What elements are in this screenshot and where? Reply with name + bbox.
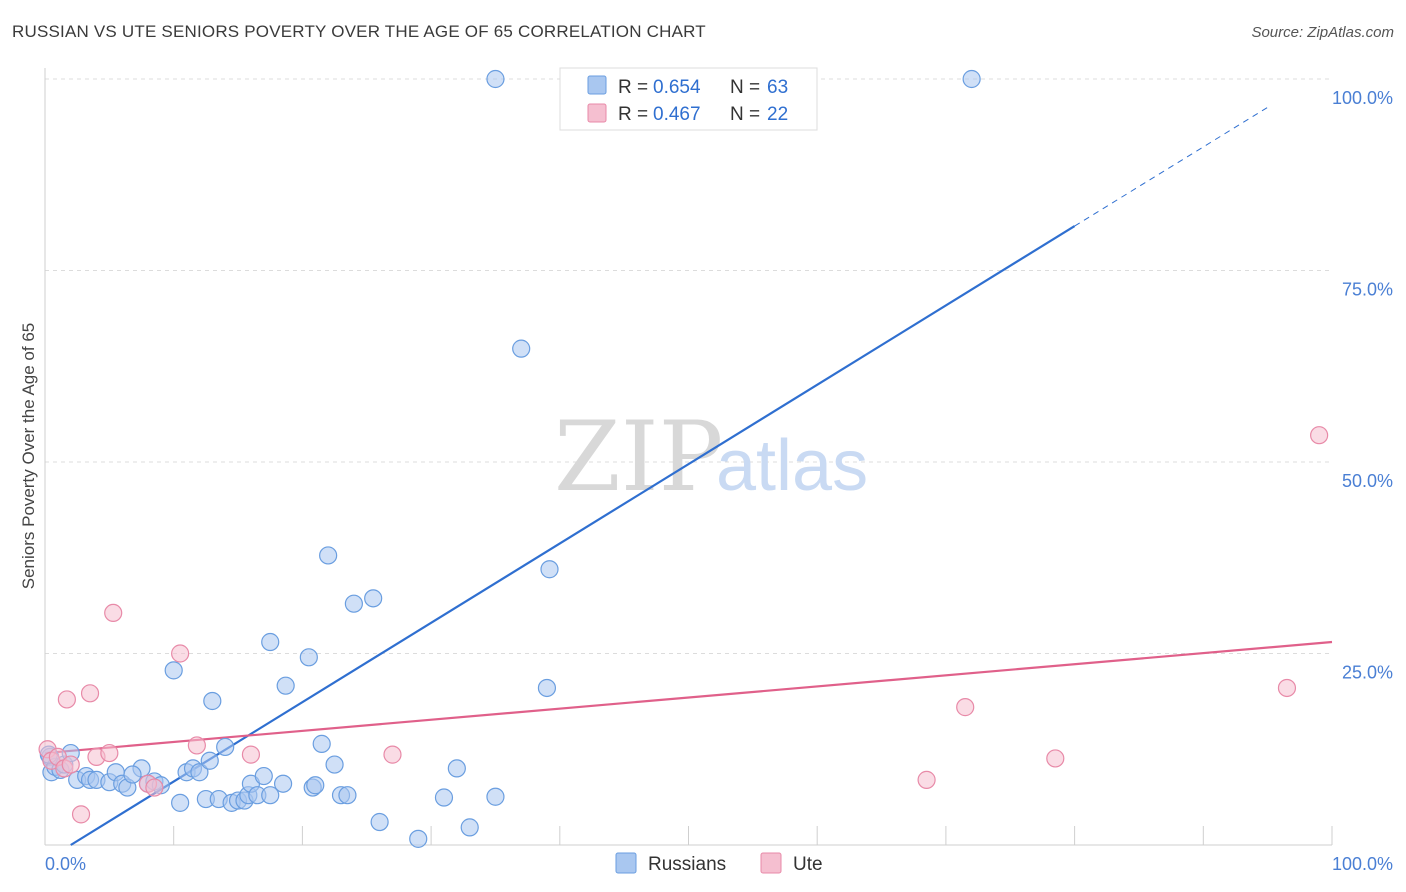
data-point-ute (917, 770, 936, 789)
data-point-ute (956, 698, 975, 717)
data-point-russians (434, 788, 454, 807)
legend-n-value: 63 (767, 77, 788, 98)
legend-r-label: R = (618, 104, 648, 125)
data-point-ute (57, 690, 76, 709)
data-point-russians (171, 793, 190, 812)
legend-bottom: Russians Ute (615, 852, 823, 875)
data-point-russians (123, 765, 142, 784)
data-point-ute (1310, 426, 1329, 445)
watermark-atlas: atlas (716, 426, 868, 506)
data-point-russians (962, 69, 981, 89)
y-tick-label: 50.0% (1342, 471, 1393, 491)
data-point-russians (486, 69, 505, 89)
data-point-russians (273, 774, 293, 793)
trend-lines (44, 106, 1333, 846)
legend-n-value: 22 (767, 104, 788, 125)
axes (44, 68, 1333, 846)
data-point-russians (364, 589, 383, 608)
legend-swatch-russians (587, 75, 607, 95)
data-point-ute (145, 778, 164, 797)
data-point-russians (190, 763, 209, 782)
data-point-ute (187, 736, 206, 755)
y-tick-label: 25.0% (1342, 663, 1393, 683)
y-axis-title: Seniors Poverty Over the Age of 65 (19, 323, 38, 589)
data-point-russians (319, 546, 338, 565)
data-point-russians (512, 339, 531, 358)
data-point-russians (486, 787, 505, 806)
y-tick-labels: 25.0% 50.0% 75.0% 100.0% (1332, 88, 1393, 683)
data-point-russians (325, 755, 344, 774)
source-attribution: Source: ZipAtlas.com (1251, 24, 1394, 41)
data-point-russians (447, 759, 466, 778)
data-point-ute (100, 743, 119, 763)
y-tick-label: 75.0% (1342, 280, 1393, 300)
data-point-russians (261, 632, 280, 652)
grid (45, 78, 1332, 654)
data-point-russians (540, 560, 559, 579)
data-point-ute (383, 745, 402, 764)
data-point-russians (200, 751, 219, 770)
data-point-russians (261, 786, 280, 805)
legend-swatch-russians (615, 852, 637, 874)
watermark: ZIP atlas (554, 401, 868, 513)
legend-label-ute: Ute (793, 854, 823, 875)
legend-n-label: N = (730, 77, 760, 98)
x-tick-label: 0.0% (45, 854, 86, 874)
data-point-russians (203, 691, 222, 711)
data-point-russians (338, 786, 357, 805)
legend-r-label: R = (618, 77, 648, 98)
data-point-ute (1277, 678, 1297, 698)
data-point-ute (61, 755, 80, 774)
data-point-ute (171, 644, 190, 663)
trend-line-russians (70, 225, 1076, 846)
y-tick-label: 100.0% (1332, 88, 1393, 108)
data-point-russians (299, 648, 318, 667)
legend-r-value: 0.654 (653, 77, 701, 98)
trend-line-extension-russians (1074, 106, 1268, 227)
legend-swatch-ute (760, 852, 782, 874)
legend-top: R = 0.654 N = 63 R = 0.467 N = 22 (559, 67, 818, 131)
data-point-russians (344, 594, 363, 613)
data-point-russians (460, 818, 479, 837)
chart-title: RUSSIAN VS UTE SENIORS POVERTY OVER THE … (12, 22, 706, 41)
data-point-russians (254, 766, 273, 786)
data-point-russians (216, 737, 235, 757)
legend-swatch-ute (587, 103, 607, 123)
legend-label-russians: Russians (648, 854, 726, 875)
data-point-ute (80, 684, 100, 703)
data-point-russians (276, 676, 295, 695)
x-tick-labels: 0.0% 100.0% (45, 854, 1393, 874)
data-point-russians (370, 812, 389, 832)
legend-r-value: 0.467 (653, 104, 701, 125)
legend-n-label: N = (730, 104, 760, 125)
data-point-ute (1046, 749, 1065, 768)
data-point-ute (104, 603, 123, 623)
x-tick-label: 100.0% (1332, 854, 1393, 874)
data-point-russians (312, 734, 331, 753)
data-point-russians (164, 661, 183, 680)
trend-line-ute (44, 640, 1333, 755)
data-point-russians (306, 776, 325, 795)
data-point-ute (71, 805, 91, 824)
data-point-russians (537, 678, 557, 698)
data-points (38, 69, 1329, 848)
data-point-russians (409, 829, 428, 848)
data-point-ute (241, 745, 261, 764)
watermark-zip: ZIP (554, 401, 723, 513)
